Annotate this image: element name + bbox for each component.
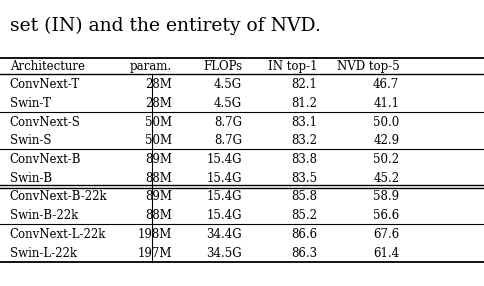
Text: Swin-L-22k: Swin-L-22k [10, 247, 76, 260]
Text: 28M: 28M [145, 78, 172, 91]
Text: 89M: 89M [145, 153, 172, 166]
Text: 50.0: 50.0 [373, 116, 399, 129]
Text: 89M: 89M [145, 190, 172, 204]
Text: 85.2: 85.2 [291, 209, 317, 222]
Text: 15.4G: 15.4G [207, 172, 242, 185]
Text: 34.5G: 34.5G [206, 247, 242, 260]
Text: NVD top-5: NVD top-5 [336, 59, 399, 73]
Text: 56.6: 56.6 [373, 209, 399, 222]
Text: 50.2: 50.2 [373, 153, 399, 166]
Text: 8.7G: 8.7G [214, 134, 242, 147]
Text: 15.4G: 15.4G [207, 153, 242, 166]
Text: 198M: 198M [137, 228, 172, 241]
Text: 15.4G: 15.4G [207, 209, 242, 222]
Text: 83.5: 83.5 [291, 172, 317, 185]
Text: 67.6: 67.6 [373, 228, 399, 241]
Text: FLOPs: FLOPs [203, 59, 242, 73]
Text: 50M: 50M [145, 134, 172, 147]
Text: 82.1: 82.1 [291, 78, 317, 91]
Text: 85.8: 85.8 [291, 190, 317, 204]
Text: 28M: 28M [145, 97, 172, 110]
Text: Swin-B: Swin-B [10, 172, 52, 185]
Text: Swin-T: Swin-T [10, 97, 50, 110]
Text: ConvNext-B: ConvNext-B [10, 153, 81, 166]
Text: 88M: 88M [145, 172, 172, 185]
Text: Swin-S: Swin-S [10, 134, 51, 147]
Text: ConvNext-T: ConvNext-T [10, 78, 80, 91]
Text: 83.1: 83.1 [291, 116, 317, 129]
Text: 83.2: 83.2 [291, 134, 317, 147]
Text: 81.2: 81.2 [291, 97, 317, 110]
Text: 88M: 88M [145, 209, 172, 222]
Text: 50M: 50M [145, 116, 172, 129]
Text: param.: param. [130, 59, 172, 73]
Text: 61.4: 61.4 [373, 247, 399, 260]
Text: 42.9: 42.9 [373, 134, 399, 147]
Text: ConvNext-S: ConvNext-S [10, 116, 80, 129]
Text: IN top-1: IN top-1 [268, 59, 317, 73]
Text: ConvNext-B-22k: ConvNext-B-22k [10, 190, 107, 204]
Text: 45.2: 45.2 [373, 172, 399, 185]
Text: 4.5G: 4.5G [214, 97, 242, 110]
Text: 15.4G: 15.4G [207, 190, 242, 204]
Text: 86.6: 86.6 [291, 228, 317, 241]
Text: Swin-B-22k: Swin-B-22k [10, 209, 78, 222]
Text: 4.5G: 4.5G [214, 78, 242, 91]
Text: Architecture: Architecture [10, 59, 85, 73]
Text: 41.1: 41.1 [373, 97, 399, 110]
Text: 83.8: 83.8 [291, 153, 317, 166]
Text: 197M: 197M [137, 247, 172, 260]
Text: ConvNext-L-22k: ConvNext-L-22k [10, 228, 106, 241]
Text: 86.3: 86.3 [291, 247, 317, 260]
Text: 46.7: 46.7 [373, 78, 399, 91]
Text: 34.4G: 34.4G [206, 228, 242, 241]
Text: 8.7G: 8.7G [214, 116, 242, 129]
Text: 58.9: 58.9 [373, 190, 399, 204]
Text: set (IN) and the entirety of NVD.: set (IN) and the entirety of NVD. [10, 17, 320, 35]
